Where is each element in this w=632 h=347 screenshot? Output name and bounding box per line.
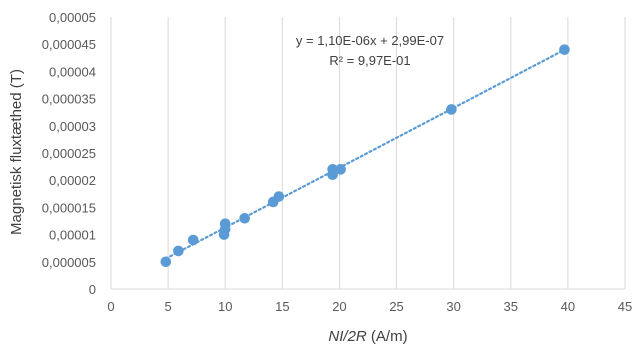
gridlines	[110, 17, 626, 290]
y-tick-label: 0,000005	[42, 255, 96, 270]
data-point	[327, 164, 338, 175]
x-tick-label: 5	[164, 299, 171, 314]
y-tick-label: 0,000025	[42, 146, 96, 161]
x-tick-label: 25	[389, 299, 403, 314]
y-axis-title: Magnetisk fluxtæthed (T)	[8, 69, 25, 235]
y-tick-label: 0,00001	[49, 228, 96, 243]
data-point	[335, 164, 346, 175]
y-tick-label: 0,00005	[49, 10, 96, 25]
y-tick-label: 0	[89, 282, 96, 297]
trendline-r2: R² = 9,97E-01	[329, 53, 410, 68]
x-tick-label: 0	[107, 299, 114, 314]
y-tick-label: 0,00004	[49, 64, 96, 79]
data-point	[219, 218, 231, 230]
data-point	[273, 191, 285, 202]
data-point	[160, 256, 172, 268]
data-point	[559, 44, 570, 55]
data-points	[160, 44, 570, 268]
y-tick-label: 0,000015	[42, 200, 96, 215]
trendline-equation: y = 1,10E-06x + 2,99E-07	[296, 33, 444, 48]
data-point	[446, 104, 457, 115]
x-tick-label: 15	[275, 299, 289, 314]
x-tick-labels: 0 5 10 15 20 25 30 35 40 45	[107, 299, 632, 314]
data-point	[173, 245, 184, 257]
x-axis-title-unit: (A/m)	[367, 328, 408, 345]
y-tick-label: 0,00002	[49, 173, 96, 188]
x-tick-label: 35	[504, 299, 518, 314]
x-axis-title: NI/2R (A/m)	[328, 328, 407, 345]
trendline	[164, 48, 566, 260]
x-tick-label: 30	[446, 299, 460, 314]
y-tick-label: 0,00003	[49, 119, 96, 134]
x-tick-label: 20	[332, 299, 346, 314]
y-tick-labels: 0 0,000005 0,00001 0,000015 0,00002 0,000025 0…	[42, 10, 96, 297]
y-tick-label: 0,000045	[42, 37, 96, 52]
trendline-group	[164, 48, 566, 260]
y-tick-label: 0,000035	[42, 92, 96, 107]
x-axis-title-italic: NI/2R	[328, 328, 367, 345]
x-tick-label: 40	[561, 299, 575, 314]
data-point	[187, 234, 199, 246]
x-tick-label: 45	[618, 299, 632, 314]
x-tick-label: 10	[218, 299, 232, 314]
data-point	[239, 212, 250, 224]
